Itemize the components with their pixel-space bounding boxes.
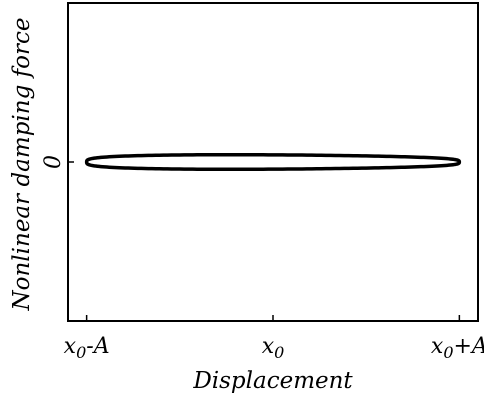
x-tick-labels: x0-A x0 x0+A	[64, 334, 484, 362]
y-tick-labels: 0	[41, 155, 66, 169]
x-tick-label: x0	[262, 334, 285, 362]
x-tick-marks	[85, 315, 461, 321]
y-axis-label: Nonlinear damping force	[9, 18, 35, 312]
x-axis-label: Displacement	[192, 368, 353, 394]
x-tick-label: x0-A	[64, 334, 110, 362]
hysteresis-loop	[84, 152, 462, 172]
x-tick-label: x0+A	[431, 334, 484, 362]
plot-frame	[67, 2, 479, 322]
y-tick-label: 0	[41, 155, 66, 169]
